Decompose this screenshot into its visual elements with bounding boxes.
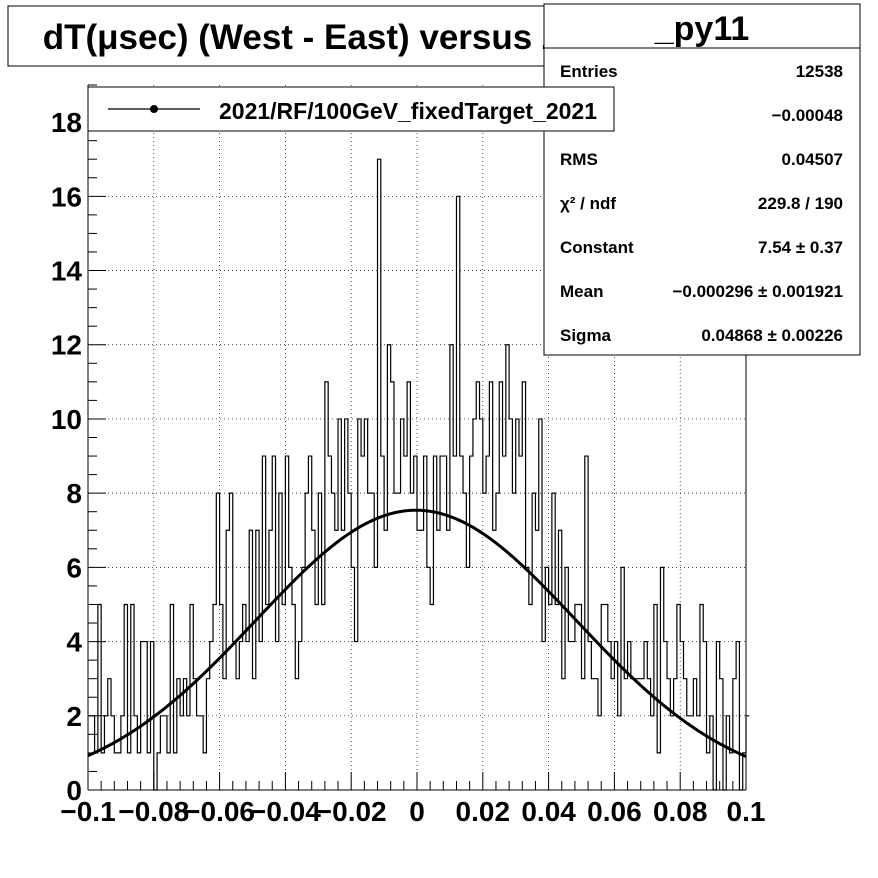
stats-value: −0.00048 [772,106,843,125]
y-tick-label: 8 [66,478,82,509]
stats-label: RMS [560,150,598,169]
stats-value: 12538 [796,62,843,81]
y-tick-label: 18 [51,107,82,138]
stats-label: Constant [560,238,634,257]
x-tick-label: −0.04 [250,796,321,827]
y-tick-label: 14 [51,256,83,287]
stats-title: _py11 [654,10,750,48]
y-tick-label: 12 [51,330,82,361]
x-tick-label: 0.1 [727,796,766,827]
fit-curve [87,508,747,758]
stats-label: Mean [560,282,603,301]
x-tick-label: 0.04 [521,796,576,827]
stats-value: 0.04507 [782,150,843,169]
x-tick-label: −0.06 [184,796,255,827]
y-tick-label: 16 [51,181,82,212]
stats-label: Entries [560,62,618,81]
stats-box: _py11 Entries 12538 −0.00048 RMS 0.04507 χ² /… [543,3,861,356]
y-tick-label: 2 [66,701,82,732]
stats-value: 7.54 ± 0.37 [758,238,843,257]
x-tick-label: −0.02 [316,796,387,827]
stats-value: 0.04868 ± 0.00226 [701,326,843,345]
stats-label: Sigma [560,326,612,345]
x-tick-label: 0.08 [653,796,708,827]
stats-label: χ² / ndf [560,194,616,213]
legend-label: 2021/RF/100GeV_fixedTarget_2021 [219,98,597,124]
chart-title: dT(μsec) (West - East) versus Z [43,18,564,57]
y-tick-label: 6 [66,552,82,583]
x-tick-label: 0 [409,796,425,827]
legend-marker [150,105,158,113]
x-tick-label: 0.02 [456,796,511,827]
y-tick-label: 10 [51,404,82,435]
histogram [88,158,750,791]
x-tick-label: 0.06 [587,796,642,827]
title-box: dT(μsec) (West - East) versus Z [7,5,599,67]
x-tick-label: −0.08 [118,796,189,827]
stats-rows: Entries 12538 −0.00048 RMS 0.04507 χ² / ndf 22… [560,62,843,345]
stats-value: −0.000296 ± 0.001921 [672,282,843,301]
axes: −0.1 −0.08−0.06−0.04−0.02 0 0.02 0.04 0.06 0.0… [51,84,766,827]
y-tick-label: 0 [66,775,82,806]
y-tick-label: 4 [66,627,82,658]
legend-box: 2021/RF/100GeV_fixedTarget_2021 [87,86,615,132]
stats-value: 229.8 / 190 [758,194,843,213]
x-tick-label: −0.1 [60,796,115,827]
